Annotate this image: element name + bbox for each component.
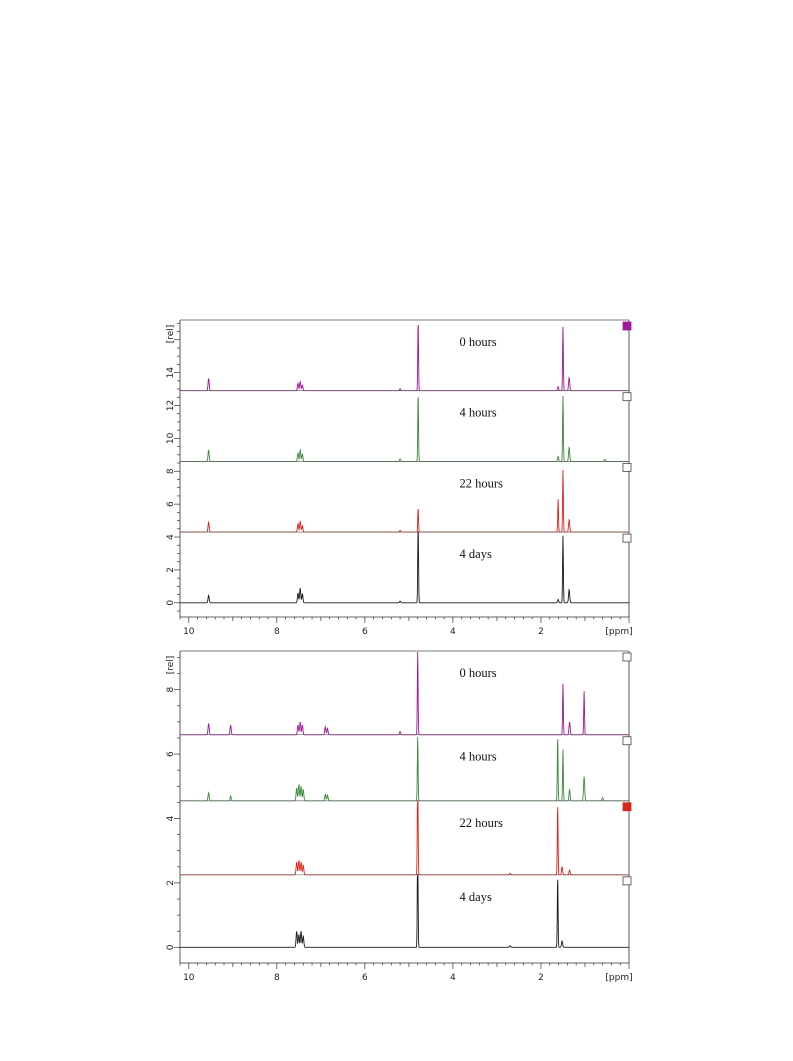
y-tick-label: 2	[166, 567, 176, 573]
series-color-marker	[622, 533, 632, 543]
x-tick-label: 10	[183, 973, 195, 983]
y-tick-label: 4	[166, 534, 176, 540]
x-axis-label: [ppm]	[605, 627, 632, 637]
x-tick-label: 2	[538, 627, 544, 637]
y-tick-label: 0	[166, 600, 176, 606]
y-tick-label: 4	[166, 815, 176, 821]
series-color-marker	[622, 462, 632, 472]
series-color-marker	[622, 802, 632, 812]
spectrum-4-hours: 4 hours	[180, 390, 632, 462]
chart-panel-2: 10 8 6 4 2 [ppm] 0 2 4 6 8 [rel] 0 hours 4 hours 22 ho…	[166, 650, 633, 983]
x-tick-label: 10	[183, 627, 195, 637]
y-axis-label: [rel]	[166, 325, 176, 344]
y-tick-label: 8	[166, 687, 176, 693]
series-color-marker	[622, 736, 632, 746]
series-color-marker	[622, 652, 632, 662]
x-axis-label: [ppm]	[605, 973, 632, 983]
y-tick-label: 6	[166, 501, 176, 507]
spectrum-trace	[180, 395, 629, 462]
series-label: 4 hours	[460, 750, 497, 764]
series-color-marker	[622, 321, 632, 331]
spectrum-trace	[180, 325, 629, 392]
x-tick-label: 8	[274, 627, 280, 637]
series-color-marker	[622, 392, 632, 402]
spectrum-trace	[180, 531, 629, 604]
y-tick-label: 10	[166, 432, 176, 444]
spectrum-4-hours: 4 hours	[180, 734, 632, 802]
x-tick-label: 4	[450, 973, 456, 983]
series-label: 4 days	[460, 890, 492, 904]
x-tick-label: 8	[274, 973, 280, 983]
spectrum-trace	[180, 651, 629, 736]
spectrum-0-hours: 0 hours	[180, 319, 632, 392]
series-color-marker	[622, 876, 632, 886]
x-tick-label: 2	[538, 973, 544, 983]
y-tick-label: 6	[166, 751, 176, 757]
y-tick-label: 0	[166, 944, 176, 950]
x-tick-label: 4	[450, 627, 456, 637]
spectrum-22-hours: 22 hours	[180, 800, 632, 876]
y-tick-label: 12	[166, 400, 176, 411]
x-tick-label: 6	[362, 973, 368, 983]
x-tick-label: 6	[362, 627, 368, 637]
y-tick-label: 2	[166, 880, 176, 886]
y-tick-label: 8	[166, 468, 176, 474]
series-label: 22 hours	[460, 816, 504, 830]
series-label: 0 hours	[460, 666, 497, 680]
y-axis-label: [rel]	[166, 656, 176, 675]
spectrum-trace	[180, 874, 629, 948]
spectrum-trace	[180, 800, 629, 876]
spectrum-0-hours: 0 hours	[180, 650, 632, 736]
spectrum-22-hours: 22 hours	[180, 461, 632, 533]
spectrum-4-days: 4 days	[180, 531, 632, 604]
spectrum-trace	[180, 469, 629, 533]
series-label: 4 days	[460, 547, 492, 561]
chart-panel-1: 10 8 6 4 2 [ppm] 0 2 4 6 8 10 12 14 [rel] 0 hours 4 hour…	[166, 319, 633, 637]
series-label: 4 hours	[460, 406, 497, 420]
y-tick-label: 14	[166, 367, 176, 379]
spectrum-4-days: 4 days	[180, 874, 632, 948]
spectrum-trace	[180, 737, 629, 802]
series-label: 0 hours	[460, 335, 497, 349]
series-label: 22 hours	[460, 476, 504, 490]
